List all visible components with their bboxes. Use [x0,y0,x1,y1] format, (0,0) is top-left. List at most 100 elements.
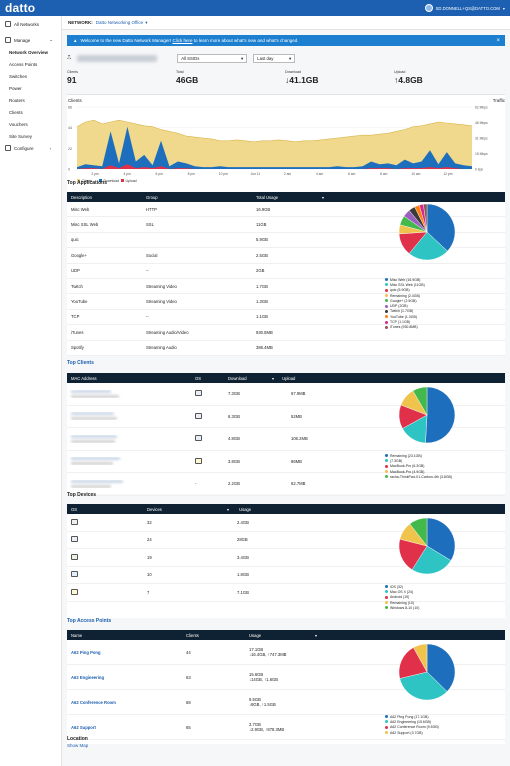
show-map-link[interactable]: Show Map [67,743,89,748]
table-row[interactable]: - 2.2GB 62.7MB [67,473,505,496]
legend-item[interactable]: A62 Engineering (15.6GB) [385,719,439,724]
pie-slice[interactable] [423,203,428,233]
legend-label[interactable]: Upload [126,179,137,183]
legend-item[interactable]: quic (5.9GB) [385,288,425,293]
sort-icon[interactable]: ▾ [315,632,318,638]
close-icon[interactable]: × [496,37,500,44]
ssid-select[interactable]: All SSIDs ▾ [177,54,248,63]
table-row[interactable]: 19 3.4GB [67,549,505,567]
col-header[interactable]: OS [71,506,78,512]
legend-item[interactable]: Remaining (23.1GB) [385,453,452,458]
table-row[interactable]: Google+ Social 2.5GB [67,248,505,264]
table-row[interactable]: 7 7.1GB [67,584,505,602]
mac-address-blurred[interactable] [71,412,114,416]
col-header[interactable]: Upload [282,375,296,381]
mac-address-cell[interactable] [67,389,191,398]
table-row[interactable]: UDP -- 2GB [67,264,505,279]
range-select[interactable]: Last day ▾ [253,54,296,63]
section-title-clients[interactable]: Top Clients [67,360,94,366]
col-header[interactable]: Usage [249,632,262,638]
mac-address-cell[interactable] [67,479,191,488]
table-row[interactable]: 32 2.4GB [67,514,505,532]
mac-address-cell[interactable] [67,434,191,443]
datto-logo[interactable]: datto [5,1,36,15]
user-email[interactable]: SD.DONNELL+QS@DATTO.COM [435,5,500,11]
sidebar-item-site-survey[interactable]: Site Survey [9,133,33,139]
table-row[interactable]: A62 Support 65 3.7GB ↓2.9GB, ↑878.3MB [67,715,505,740]
legend-item[interactable]: A62 Support (3.7GB) [385,730,439,735]
table-row[interactable]: A62 Conference Room 68 9.5GB ↓8GB, ↑1.5GB [67,690,505,715]
sort-icon[interactable]: ▾ [227,506,230,512]
legend-item[interactable]: Google+ (2.5GB) [385,298,425,303]
ap-name-link[interactable]: A62 Conference Room [71,699,116,705]
col-header[interactable]: Name [71,632,83,638]
pie-slice[interactable] [413,643,428,673]
legend-item[interactable]: iTunes (930.8MB) [385,325,425,330]
table-row[interactable]: 3.8GB 86MB [67,451,505,473]
table-row[interactable]: A62 Engineering 63 15.6GB ↓14GB, ↑1.6GB [67,665,505,690]
table-row[interactable]: Twitch Streaming Video 1.7GB [67,279,505,295]
sidebar-item-clients[interactable]: Clients [9,109,23,115]
pie-slice[interactable] [409,517,428,547]
table-row[interactable]: Spotify Streaming Audio 386.4MB [67,341,505,356]
ap-name-link[interactable]: A62 Engineering [71,674,105,680]
col-header[interactable]: Total Usage [256,194,279,200]
sidebar-item-all-networks[interactable]: All Networks [0,18,61,30]
col-header[interactable]: Group [146,194,158,200]
sidebar-item-manage[interactable]: Manage ⌄ [0,34,61,46]
pie-slice[interactable] [412,386,428,416]
legend-item[interactable]: Misc Web (16.9GB) [385,277,425,282]
legend-item[interactable]: Remaining (2.4GB) [385,293,425,298]
legend-item[interactable]: Mac OS X (24) [385,589,419,594]
sidebar-item-switches[interactable]: Switches [9,73,28,79]
legend-item[interactable]: TCP (1.1GB) [385,319,425,324]
legend-item[interactable]: Twitch (1.7GB) [385,309,425,314]
col-header[interactable]: OS [195,375,202,381]
table-row[interactable]: YouTube Streaming Video 1.3GB [67,294,505,310]
sort-icon[interactable]: ▾ [272,375,275,381]
section-title-aps[interactable]: Top Access Points [67,618,112,624]
network-selector[interactable]: Datto Networking Office [95,20,144,25]
legend-item[interactable]: racha-ThinkPad-X1-Carbon-4th (3.8GB) [385,474,452,479]
sidebar-item-power[interactable]: Power [9,85,22,91]
pie-slice[interactable] [398,647,428,679]
sidebar-item-vouchers[interactable]: Vouchers [9,121,28,127]
legend-item[interactable]: Misc SSL Web (11GB) [385,282,425,287]
banner-link[interactable]: Click here [172,38,193,43]
avatar[interactable] [424,4,433,12]
pie-slice[interactable] [399,671,448,701]
pie-slice[interactable] [426,643,456,692]
legend-item[interactable]: MacBook-Pro (6.3GB) [385,464,452,469]
sidebar-item-access-points[interactable]: Access Points [9,61,38,67]
table-row[interactable]: TCP -- 1.1GB [67,310,505,326]
sidebar-item-routers[interactable]: Routers [9,97,25,103]
table-row[interactable]: Misc SSL Web SSL 11GB [67,217,505,233]
legend-item[interactable]: A62 Ping Pong (17.1GB) [385,714,439,719]
table-row[interactable]: 24 28GB [67,532,505,549]
pie-slice[interactable] [426,203,456,252]
legend-item[interactable]: UDP (2GB) [385,303,425,308]
legend-label[interactable]: Clients [82,179,93,183]
legend-label[interactable]: Download [104,179,120,183]
legend-item[interactable]: MacBook-Pro (4.9GB) [385,469,452,474]
legend-item[interactable]: Remaining (10) [385,600,419,605]
sidebar-item-configure[interactable]: Configure › [0,142,61,154]
legend-item[interactable]: Windows 8-10 (10) [385,605,419,610]
table-row[interactable]: 10 1.8GB [67,567,505,584]
pie-slice[interactable] [425,386,456,444]
table-row[interactable]: A62 Ping Pong 44 17.1GB ↓16.4GB, ↑747.3MB [67,640,505,665]
col-header[interactable]: Clients [186,632,199,638]
legend-item[interactable]: YouTube (1.3GB) [385,314,425,319]
mac-address-blurred[interactable] [71,457,120,461]
mac-address-cell[interactable] [67,457,191,466]
table-row[interactable]: 4.8GB 106.2MB [67,428,505,451]
ap-name-link[interactable]: A62 Support [71,724,96,730]
sidebar-item-network-overview[interactable]: Network Overview [9,49,49,55]
pie-slice[interactable] [408,231,448,261]
col-header[interactable]: Usage [239,506,252,512]
legend-item[interactable]: (7.3GB) [385,458,452,463]
table-row[interactable]: iTunes Streaming Audio/Video 930.8MB [67,325,505,341]
pie-slice[interactable] [426,517,456,561]
table-row[interactable]: Misc Web HTTP 16.9GB [67,202,505,218]
user-menu[interactable]: SD.DONNELL+QS@DATTO.COM ▾ [424,4,505,12]
